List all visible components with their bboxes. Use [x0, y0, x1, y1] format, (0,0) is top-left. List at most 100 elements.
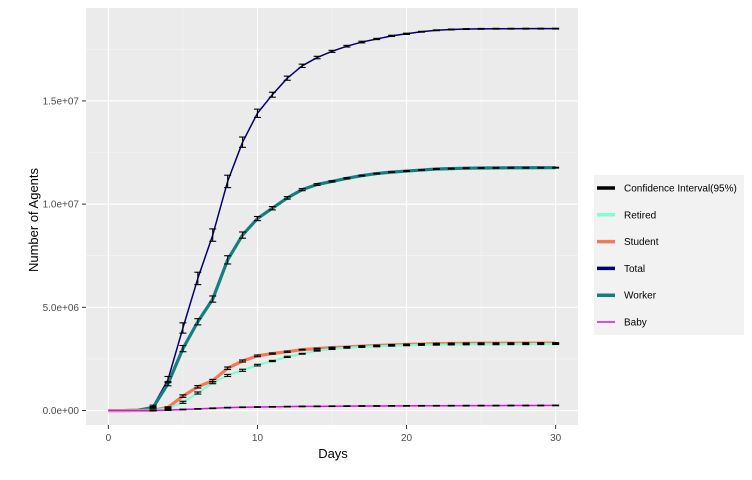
error-bar [492, 404, 500, 407]
error-bar [343, 346, 351, 349]
legend-background [594, 175, 744, 335]
error-bar [224, 406, 232, 409]
error-bar [268, 206, 276, 211]
x-axis-title: Days [318, 446, 348, 461]
error-bar [194, 391, 202, 395]
error-bar [194, 318, 202, 326]
error-bar [522, 404, 530, 407]
error-bar [194, 408, 202, 410]
x-tick-label: 30 [550, 433, 562, 444]
error-bar [507, 343, 515, 346]
error-bar [343, 177, 351, 180]
legend-item: Baby [596, 313, 647, 331]
error-bar [253, 108, 261, 118]
error-bar [164, 407, 172, 410]
legend-item: Total [596, 259, 645, 278]
error-bar [179, 400, 187, 404]
legend-label: Retired [624, 210, 656, 221]
y-tick-label: 0.0e+00 [43, 406, 80, 417]
error-bar [164, 409, 172, 411]
error-bar [224, 174, 232, 189]
error-bar [253, 363, 261, 367]
error-bar [268, 352, 276, 355]
error-bar [477, 404, 485, 407]
error-bar [403, 344, 411, 347]
x-tick-label: 20 [401, 433, 413, 444]
error-bar [447, 404, 455, 407]
legend-item: Retired [596, 205, 656, 224]
error-bar [149, 409, 157, 412]
error-bar [298, 63, 306, 69]
error-bar [328, 180, 336, 183]
error-bar [388, 171, 396, 174]
error-bar [239, 406, 247, 409]
error-bar [403, 170, 411, 173]
error-bar [253, 215, 261, 222]
x-tick-label: 10 [252, 433, 264, 444]
error-bar [373, 37, 381, 41]
error-bar [522, 27, 530, 30]
error-bar [373, 345, 381, 348]
error-bar [537, 27, 545, 30]
y-tick-label: 1.5e+07 [43, 96, 80, 107]
error-bar [313, 349, 321, 352]
x-tick-label: 0 [106, 433, 112, 444]
error-bar [239, 368, 247, 372]
error-bar [209, 381, 217, 385]
error-bar [388, 344, 396, 347]
legend-label: Baby [624, 318, 647, 329]
error-bar [268, 359, 276, 363]
error-bar [268, 91, 276, 98]
error-bar [537, 404, 545, 407]
y-tick-label: 1.0e+07 [43, 200, 80, 211]
error-bar [477, 27, 485, 30]
legend-label: Student [624, 237, 659, 248]
error-bar [492, 27, 500, 30]
error-bar [462, 28, 470, 31]
error-bar [388, 405, 396, 407]
gridlines [86, 8, 578, 425]
error-bar [358, 40, 366, 44]
error-bar [522, 166, 530, 169]
error-bar [298, 405, 306, 408]
error-bar [492, 343, 500, 346]
error-bar [313, 405, 321, 408]
error-bar [209, 407, 217, 410]
error-bar [179, 408, 187, 411]
error-bar [283, 196, 291, 200]
error-bar [462, 167, 470, 170]
legend-item: Student [596, 232, 659, 251]
error-bar [417, 404, 425, 407]
error-bar [373, 405, 381, 407]
error-bar [209, 228, 217, 242]
error-bar [462, 343, 470, 346]
error-bar [358, 346, 366, 348]
legend-label: Confidence Interval(95%) [624, 184, 737, 195]
error-bar [432, 404, 440, 407]
y-tick-label: 5.0e+06 [43, 303, 80, 314]
error-bar [194, 271, 202, 286]
error-bar [403, 404, 411, 407]
error-bar [313, 347, 321, 350]
error-bar [328, 49, 336, 53]
error-bar [283, 355, 291, 359]
error-bar [328, 348, 336, 350]
error-bar [283, 405, 291, 408]
error-bar [432, 168, 440, 170]
error-bar [149, 406, 157, 409]
error-bar [507, 166, 515, 169]
legend: Confidence Interval(95%) Retired Student To… [594, 175, 744, 335]
error-bar [343, 405, 351, 407]
error-bar [164, 381, 172, 387]
axes: 0 10 20 30 0.0e+00 5.0e+06 1.0e+07 1.5e+07 [43, 96, 562, 444]
error-bars [149, 27, 560, 412]
error-bar [268, 405, 276, 408]
error-bar [209, 295, 217, 303]
error-bar [462, 404, 470, 407]
error-bar [417, 169, 425, 172]
error-bar [552, 343, 560, 346]
error-bar [283, 75, 291, 81]
error-bar [403, 32, 411, 35]
error-bar [239, 231, 247, 239]
